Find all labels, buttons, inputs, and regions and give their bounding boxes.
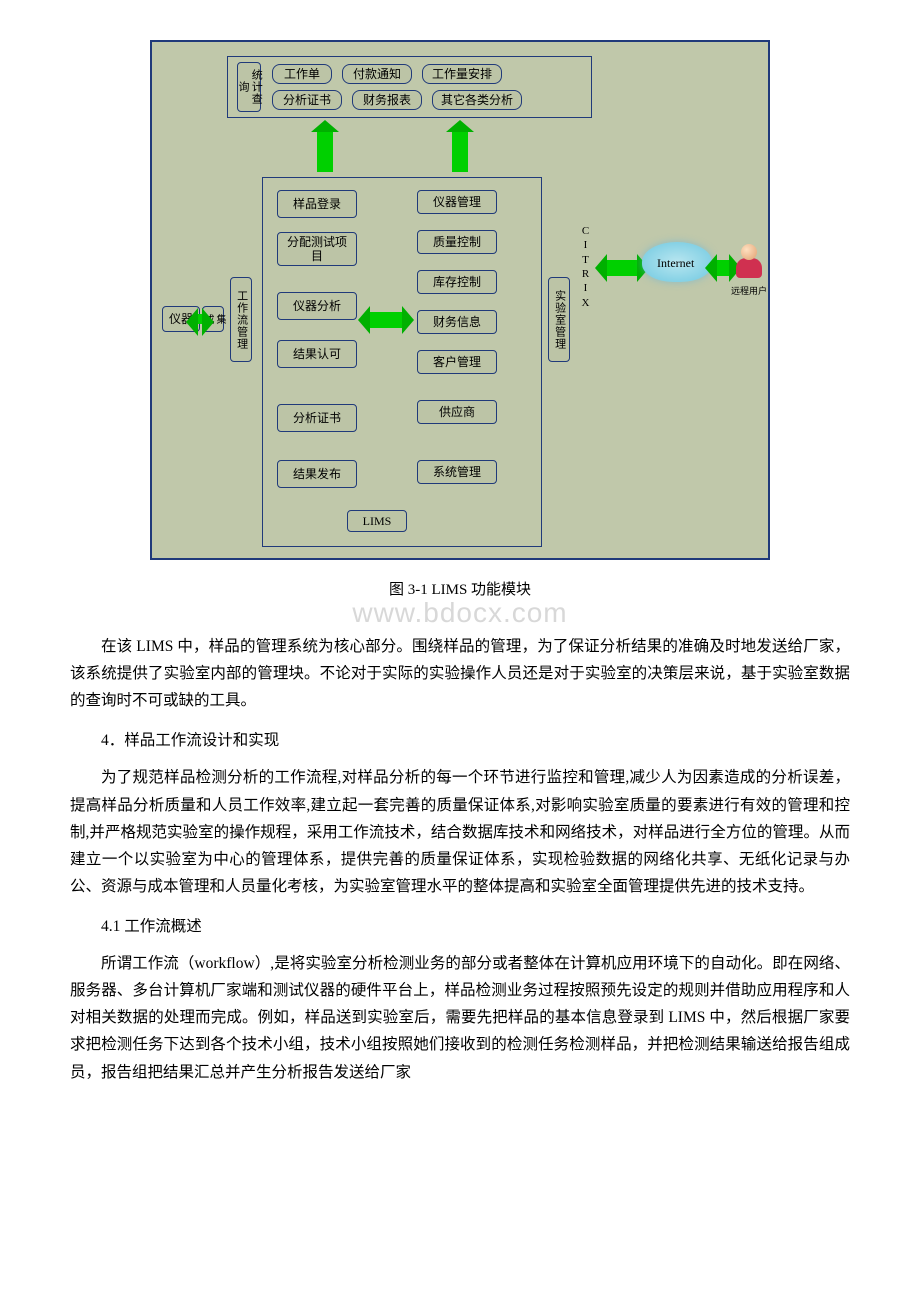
right-col-3: 财务信息 <box>417 310 497 334</box>
workflow-mgmt-label: 工作流管理 <box>234 290 247 350</box>
arrow-up-1 <box>317 132 333 172</box>
arrow-mid-1 <box>370 312 402 328</box>
left-col-5: 结果发布 <box>277 460 357 488</box>
internet-label: Internet <box>657 256 694 271</box>
left-col-4: 分析证书 <box>277 404 357 432</box>
stat-query-label: 统计查询 <box>236 65 262 109</box>
top-item-4: 财务报表 <box>352 90 422 110</box>
arrow-to-internet <box>607 260 637 276</box>
top-item-2: 工作量安排 <box>422 64 502 84</box>
right-col-6: 系统管理 <box>417 460 497 484</box>
remote-user-label: 远程用户 <box>724 284 774 297</box>
remote-user-icon <box>734 244 764 280</box>
lab-mgmt-label: 实验室管理 <box>552 290 565 350</box>
arrow-up-2 <box>452 132 468 172</box>
right-col-2: 库存控制 <box>417 270 497 294</box>
paragraph-1: 在该 LIMS 中，样品的管理系统为核心部分。围绕样品的管理，为了保证分析结果的… <box>70 633 850 714</box>
paragraph-3: 所谓工作流（workflow）,是将实验室分析检测业务的部分或者整体在计算机应用… <box>70 950 850 1086</box>
left-col-3: 结果认可 <box>277 340 357 368</box>
lab-mgmt-box: 实验室管理 <box>548 277 570 362</box>
top-item-5: 其它各类分析 <box>432 90 522 110</box>
citrix-label: CITRIX <box>581 224 593 310</box>
stat-query-box: 统计查询 <box>237 62 261 112</box>
lims-label-box: LIMS <box>347 510 407 532</box>
citrix-box: CITRIX <box>577 212 597 322</box>
paragraph-2: 为了规范样品检测分析的工作流程,对样品分析的每一个环节进行监控和管理,减少人为因… <box>70 764 850 900</box>
left-col-1: 分配测试项目 <box>277 232 357 266</box>
top-item-3: 分析证书 <box>272 90 342 110</box>
right-col-1: 质量控制 <box>417 230 497 254</box>
top-item-0: 工作单 <box>272 64 332 84</box>
right-col-0: 仪器管理 <box>417 190 497 214</box>
heading-4: 4．样品工作流设计和实现 <box>70 728 850 750</box>
right-col-4: 客户管理 <box>417 350 497 374</box>
left-col-0: 样品登录 <box>277 190 357 218</box>
right-col-5: 供应商 <box>417 400 497 424</box>
lims-diagram: 统计查询 工作单 付款通知 工作量安排 分析证书 财务报表 其它各类分析 样品登… <box>150 40 770 560</box>
left-col-2: 仪器分析 <box>277 292 357 320</box>
heading-4-1: 4.1 工作流概述 <box>70 914 850 936</box>
workflow-mgmt-box: 工作流管理 <box>230 277 252 362</box>
top-item-1: 付款通知 <box>342 64 412 84</box>
figure-caption: 图 3-1 LIMS 功能模块 <box>70 578 850 599</box>
arrow-left-tiny <box>198 314 202 324</box>
watermark-text: www.bdocx.com <box>70 597 850 629</box>
arrow-to-user <box>717 260 729 276</box>
